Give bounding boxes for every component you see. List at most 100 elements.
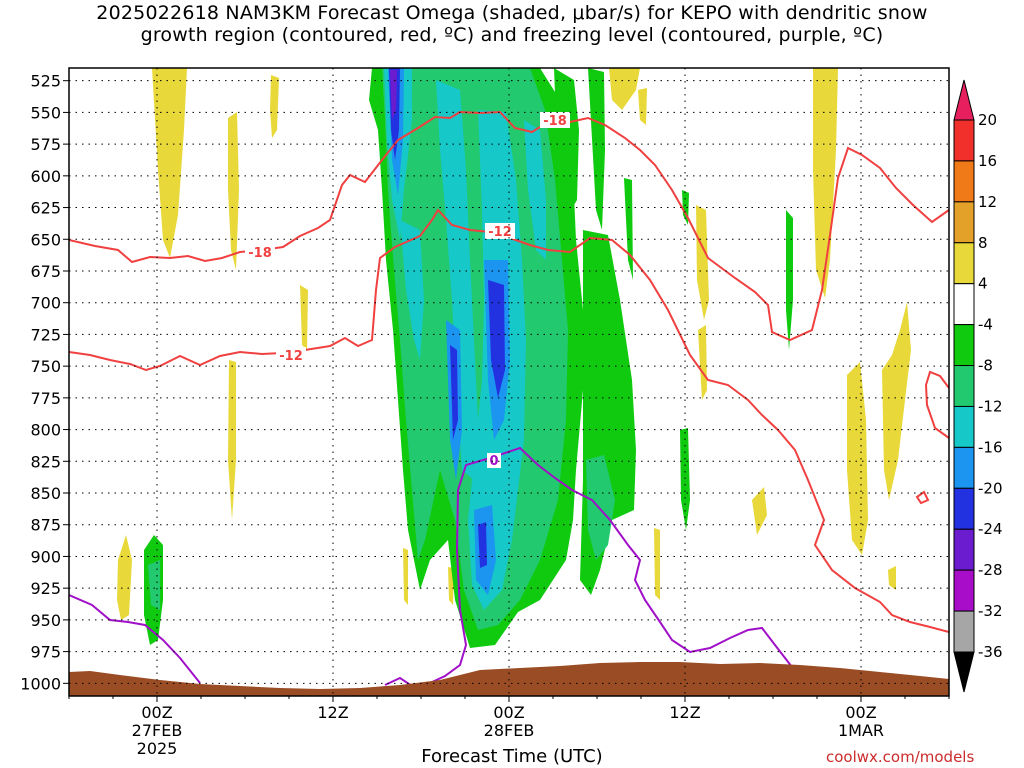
yellow-blob — [228, 360, 236, 520]
y-axis: 525 550 575 600 625 650 675 700 725 750 775 800 825 8… — [20, 72, 69, 693]
x-tick-label: 00Z — [493, 703, 524, 722]
chart-title: 2025022618 NAM3KM Forecast Omega (shaded… — [0, 2, 1024, 46]
y-tick-label: 875 — [30, 516, 61, 535]
colorbar-label: -28 — [978, 561, 1003, 579]
colorbar-label: -12 — [978, 397, 1003, 415]
x-tick-label: 00Z — [845, 703, 876, 722]
y-tick-label: 750 — [30, 357, 61, 376]
blue-region — [488, 280, 505, 398]
colorbar-label: 4 — [978, 275, 988, 293]
colorbar-label: 16 — [978, 152, 997, 170]
yellow-blob — [403, 548, 408, 605]
yellow-blob — [888, 566, 896, 590]
green-region — [786, 210, 793, 350]
yellow-blob — [654, 528, 660, 600]
seagreen-region — [148, 560, 160, 610]
yellow-blob — [696, 205, 709, 320]
x-tick-label: 28FEB — [484, 721, 535, 740]
yellow-blob — [152, 68, 187, 258]
credit-text: coolwx.com/models — [826, 748, 975, 766]
purple-core — [390, 70, 397, 120]
y-tick-label: 575 — [30, 135, 61, 154]
contour-label-red: -18 — [248, 246, 272, 261]
contour-label-purple: 0 — [489, 454, 498, 469]
y-tick-label: 550 — [30, 103, 61, 122]
yellow-blob — [609, 68, 640, 110]
red-contour-upper — [69, 110, 949, 342]
colorbar-swatch — [953, 610, 975, 653]
colorbar-top-arrow — [953, 79, 975, 121]
contour-label-red: -12 — [488, 225, 512, 240]
y-tick-label: 650 — [30, 230, 61, 249]
colorbar-swatch — [953, 119, 975, 162]
colorbar-label: -24 — [978, 520, 1003, 538]
colorbar-swatch — [953, 324, 975, 367]
x-tick-label: 27FEB — [132, 721, 183, 740]
red-contour-right — [924, 370, 949, 439]
y-tick-label: 900 — [30, 547, 61, 566]
y-tick-label: 775 — [30, 389, 61, 408]
colorbar-swatch — [953, 569, 975, 612]
y-tick-label: 725 — [30, 325, 61, 344]
x-axis-label: Forecast Time (UTC) — [421, 746, 603, 767]
y-tick-label: 675 — [30, 262, 61, 281]
colorbar-swatch — [953, 405, 975, 448]
colorbar-swatch — [953, 283, 975, 326]
colorbar-label: 8 — [978, 234, 988, 252]
gridlines — [69, 68, 949, 696]
blue-region — [450, 345, 458, 440]
y-tick-label: 525 — [30, 72, 61, 91]
purple-contour-main — [384, 446, 793, 690]
y-tick-label: 600 — [30, 167, 61, 186]
seagreen-region — [586, 455, 615, 560]
colorbar-label: -8 — [978, 357, 993, 375]
colorbar-label: -20 — [978, 479, 1003, 497]
colorbar-label: -36 — [978, 643, 1003, 661]
y-tick-label: 625 — [30, 199, 61, 218]
colorbar: 20 16 12 8 4 -4 -8 -12 -16 -20 -24 -28 -32 -36 — [953, 79, 1003, 693]
purple-contour-left — [69, 594, 201, 684]
x-tick-label: 12Z — [669, 703, 700, 722]
yellow-blob — [228, 112, 239, 270]
yellow-blob — [882, 302, 911, 500]
yellow-blob — [300, 285, 308, 350]
freezing-contours — [69, 446, 793, 690]
y-tick-label: 850 — [30, 484, 61, 503]
colorbar-swatch — [953, 487, 975, 530]
y-tick-label: 975 — [30, 643, 61, 662]
colorbar-label: -16 — [978, 438, 1003, 456]
cyan-region — [524, 120, 546, 260]
chart-title-line-2: growth region (contoured, red, ºC) and f… — [140, 24, 884, 46]
x-tick-label: 2025 — [137, 739, 178, 758]
colorbar-swatch — [953, 446, 975, 489]
seagreen-shading — [148, 68, 615, 630]
cyan-region — [400, 220, 424, 360]
colorbar-bottom-arrow — [953, 651, 975, 693]
y-tick-label: 950 — [30, 611, 61, 630]
cyan-region — [436, 80, 478, 480]
yellow-blob — [813, 68, 838, 298]
blue-region — [478, 522, 487, 568]
colorbar-label: 20 — [978, 111, 997, 129]
chart-title-line-1: 2025022618 NAM3KM Forecast Omega (shaded… — [96, 2, 928, 24]
colorbar-swatch — [953, 365, 975, 407]
x-tick-label: 12Z — [317, 703, 348, 722]
yellow-blob — [638, 88, 647, 125]
x-tick-label: 00Z — [141, 703, 172, 722]
yellow-blob — [270, 75, 279, 138]
y-tick-label: 1000 — [20, 674, 61, 693]
plot-frame — [68, 67, 950, 697]
yellow-blob — [698, 325, 707, 400]
red-contour-small — [915, 490, 930, 505]
contour-label-red: -12 — [279, 349, 303, 364]
colorbar-swatch — [953, 201, 975, 244]
contour-labels: -18 -18 -12 -12 0 — [245, 112, 570, 469]
y-tick-label: 700 — [30, 294, 61, 313]
yellow-shading — [117, 68, 911, 620]
contour-label-red: -18 — [543, 114, 567, 129]
y-tick-label: 825 — [30, 452, 61, 471]
green-region — [588, 68, 605, 230]
colorbar-swatch — [953, 242, 975, 285]
